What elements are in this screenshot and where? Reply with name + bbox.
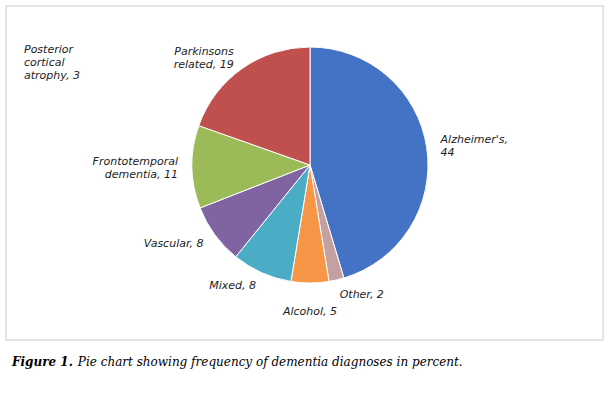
slice-label: Vascular, 8 bbox=[144, 237, 204, 250]
label-line: Frontotemporal bbox=[93, 155, 178, 168]
slice-labels: Alzheimer's,44 Other, 2Alcohol, 5 Mixed, 8… bbox=[93, 45, 508, 318]
slice-label: Frontotemporaldementia, 11 bbox=[93, 155, 178, 181]
caption-label: Figure 1. bbox=[11, 355, 73, 369]
chart-container: Alzheimer's,44 Other, 2Alcohol, 5 Mixed, 8… bbox=[0, 0, 609, 396]
label-line: Posterior bbox=[24, 43, 74, 56]
caption: Figure 1. Pie chart showing frequency of … bbox=[11, 355, 463, 369]
caption-text: Pie chart showing frequency of dementia … bbox=[77, 355, 463, 369]
label-line: Mixed, 8 bbox=[209, 279, 256, 292]
slice-label: Parkinsonsrelated, 19 bbox=[174, 45, 234, 71]
label-line: Alzheimer's, bbox=[440, 133, 508, 146]
label-line: cortical bbox=[24, 56, 65, 69]
slice-label: Alcohol, 5 bbox=[282, 305, 337, 318]
label-line: dementia, 11 bbox=[105, 168, 178, 181]
label-line: Other, 2 bbox=[340, 288, 384, 301]
label-line: Vascular, 8 bbox=[144, 237, 204, 250]
label-line: Parkinsons bbox=[174, 45, 234, 58]
chart-frame bbox=[6, 6, 603, 340]
label-line: Alcohol, 5 bbox=[282, 305, 337, 318]
label-line: atrophy, 3 bbox=[24, 69, 80, 82]
chart-svg: Alzheimer's,44 Other, 2Alcohol, 5 Mixed, 8… bbox=[0, 0, 609, 396]
slice-label: Alzheimer's,44 bbox=[440, 133, 508, 159]
slices bbox=[192, 47, 428, 283]
slice-label: Other, 2 bbox=[340, 288, 384, 301]
slice-label: Mixed, 8 bbox=[209, 279, 256, 292]
label-line: 44 bbox=[441, 146, 455, 159]
label-line: related, 19 bbox=[174, 58, 234, 71]
annotation: Posteriorcorticalatrophy, 3 bbox=[24, 43, 80, 82]
